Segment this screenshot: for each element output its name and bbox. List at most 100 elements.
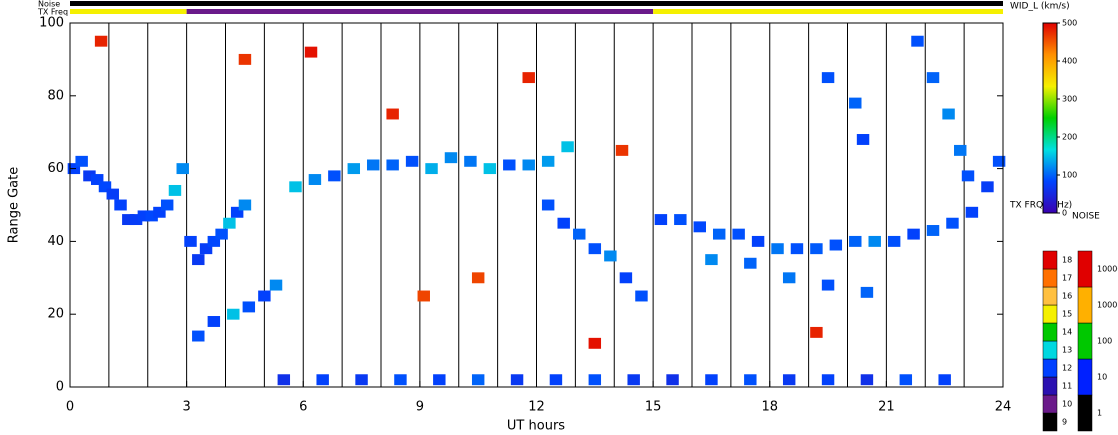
- echo-cell: [790, 243, 804, 255]
- colorbar-cell: [1042, 250, 1058, 270]
- echo-cell: [942, 108, 955, 120]
- colorbar-tick-label: 1: [1097, 409, 1102, 418]
- tx-freq-label: TX Freq: [37, 8, 68, 17]
- echo-cell: [712, 228, 726, 240]
- echo-cell: [907, 228, 920, 240]
- colorbar-label: WID_L (km/s): [1010, 2, 1070, 12]
- colorbar-tick-label: 0: [1062, 209, 1067, 218]
- echo-cell: [849, 235, 862, 247]
- echo-cell: [860, 374, 874, 386]
- echo-cell: [666, 374, 679, 386]
- y-tick-label: 0: [56, 380, 64, 395]
- colorbar-cell: [1042, 322, 1058, 342]
- colorbar-cell: [1077, 358, 1093, 396]
- noise-bar: [70, 1, 1003, 6]
- echo-cell: [367, 159, 380, 171]
- echo-cell: [588, 374, 602, 386]
- echo-cell: [289, 181, 302, 193]
- echo-cell: [821, 279, 835, 291]
- echo-cell: [192, 254, 205, 266]
- x-tick-label: 15: [645, 400, 662, 415]
- echo-cell: [557, 217, 570, 229]
- noise-bar-label: NOISE: [1072, 212, 1100, 222]
- echo-cell: [744, 374, 757, 386]
- echo-cell: [522, 72, 535, 84]
- colorbar-tick-label: 10000: [1097, 265, 1118, 274]
- colorbar-tick-label: 400: [1062, 57, 1077, 66]
- echo-cell: [946, 217, 959, 229]
- colorbar-tick-label: 10: [1097, 373, 1107, 382]
- colorbar-cell: [1042, 412, 1058, 432]
- echo-cell: [771, 243, 784, 255]
- colorbar-tick-label: 300: [1062, 95, 1077, 104]
- colorbar: [1042, 22, 1058, 214]
- echo-cell: [810, 326, 823, 338]
- echo-cell: [75, 155, 88, 167]
- echo-cell: [856, 134, 870, 145]
- x-tick-label: 24: [995, 400, 1012, 415]
- echo-cell: [94, 35, 108, 47]
- colorbar-tick-label: 12: [1062, 364, 1072, 373]
- colorbar-cell: [1077, 322, 1093, 360]
- colorbar-tick-label: 15: [1062, 310, 1072, 319]
- echo-cell: [705, 374, 718, 386]
- y-tick-label: 100: [39, 16, 64, 31]
- echo-cell: [635, 290, 648, 302]
- colorbar-tick-label: 10: [1062, 400, 1072, 409]
- echo-cell: [394, 374, 407, 386]
- echo-cell: [347, 163, 361, 175]
- echo-cell: [153, 206, 166, 218]
- colorbar-cell: [1042, 340, 1058, 360]
- colorbar-cell: [1077, 286, 1093, 324]
- echo-cell: [619, 272, 633, 284]
- echo-cell: [510, 374, 524, 386]
- tx-freq-bar: [186, 9, 654, 14]
- echo-cell: [122, 214, 135, 226]
- echo-cell: [541, 199, 555, 211]
- echo-cell: [965, 206, 979, 218]
- echo-cell: [926, 225, 940, 236]
- colorbar-cell: [1042, 376, 1058, 396]
- echo-cell: [549, 374, 563, 386]
- x-tick-label: 18: [761, 400, 778, 415]
- echo-cell: [887, 235, 901, 247]
- echo-cell: [192, 330, 205, 342]
- echo-cell: [860, 286, 874, 298]
- echo-cell: [693, 221, 706, 233]
- echo-cell: [588, 337, 602, 349]
- colorbar-tick-label: 17: [1062, 274, 1072, 283]
- echo-cell: [386, 159, 399, 171]
- colorbar-cell: [1077, 394, 1093, 432]
- colorbar-tick-label: 16: [1062, 292, 1072, 301]
- echo-cell: [242, 301, 256, 313]
- echo-cell: [868, 235, 881, 247]
- echo-cell: [926, 72, 940, 84]
- echo-cell: [981, 181, 994, 193]
- y-tick-label: 60: [47, 161, 64, 176]
- echo-cell: [821, 72, 835, 84]
- x-tick-label: 6: [299, 400, 307, 415]
- echo-cell: [471, 374, 485, 386]
- echo-cell: [328, 170, 341, 182]
- x-tick-label: 9: [416, 400, 424, 415]
- echo-cell: [615, 144, 629, 156]
- colorbar-tick-label: 100: [1097, 337, 1112, 346]
- x-tick-label: 3: [182, 400, 190, 415]
- echo-cell: [810, 243, 823, 255]
- echo-cell: [433, 374, 446, 386]
- echo-cell: [90, 174, 104, 185]
- echo-cell: [386, 108, 399, 120]
- echo-cell: [199, 243, 213, 255]
- echo-cell: [98, 181, 112, 193]
- colorbar-cell: [1042, 268, 1058, 288]
- echo-cell: [184, 235, 197, 247]
- echo-cell: [316, 374, 329, 386]
- x-tick-label: 12: [528, 400, 545, 415]
- echo-cell: [604, 250, 617, 262]
- plot: [67, 23, 1006, 387]
- echo-cell: [238, 199, 252, 211]
- colorbar-cell: [1042, 394, 1058, 414]
- echo-cell: [782, 374, 796, 386]
- echo-cell: [176, 163, 189, 175]
